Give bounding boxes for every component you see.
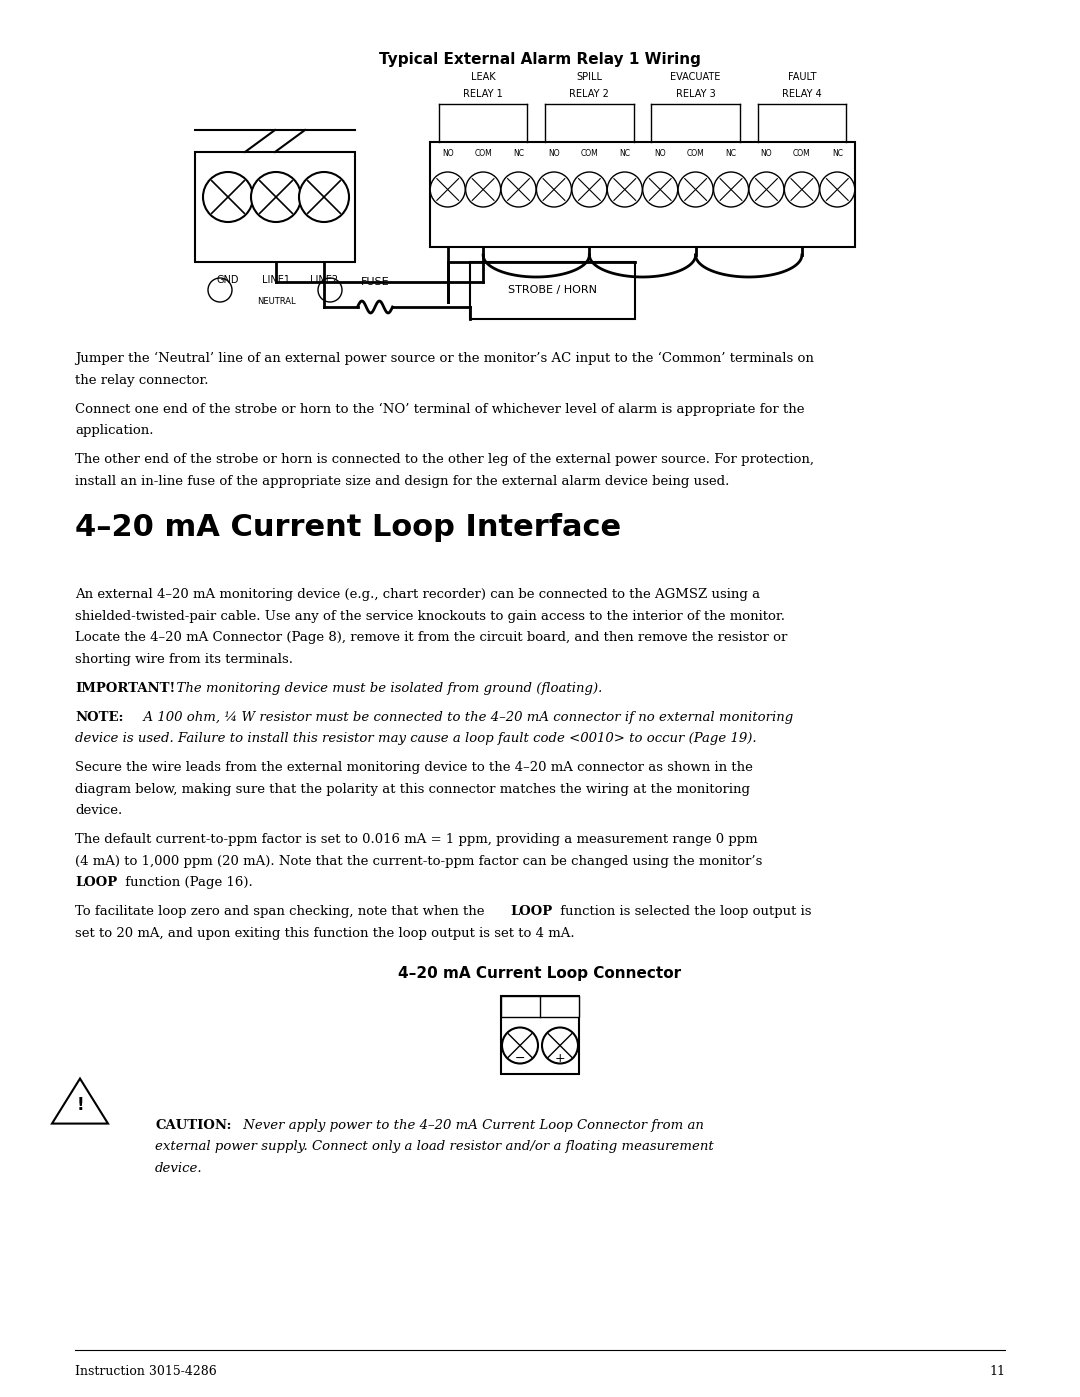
Text: LEAK: LEAK [471,73,496,82]
Circle shape [537,172,571,207]
Circle shape [318,278,342,302]
Bar [430,142,855,247]
Circle shape [820,172,854,207]
Text: To facilitate loop zero and span checking, note that when the: To facilitate loop zero and span checkin… [75,905,489,918]
Text: 11: 11 [989,1365,1005,1377]
Circle shape [501,172,536,207]
Circle shape [784,172,820,207]
Text: An external 4–20 mA monitoring device (e.g., chart recorder) can be connected to: An external 4–20 mA monitoring device (e… [75,588,760,601]
Text: diagram below, making sure that the polarity at this connector matches the wirin: diagram below, making sure that the pola… [75,782,750,796]
Text: NEUTRAL: NEUTRAL [257,298,295,306]
Text: NC: NC [726,149,737,158]
Text: RELAY 1: RELAY 1 [463,89,503,99]
Text: Connect one end of the strobe or horn to the ‘NO’ terminal of whichever level of: Connect one end of the strobe or horn to… [75,402,805,416]
Text: Never apply power to the 4–20 mA Current Loop Connector from an: Never apply power to the 4–20 mA Current… [239,1119,704,1132]
Text: +: + [555,1052,565,1065]
Text: NC: NC [513,149,524,158]
Text: external power supply. Connect only a load resistor and/or a floating measuremen: external power supply. Connect only a lo… [156,1140,714,1153]
Text: application.: application. [75,425,153,437]
Text: The default current-to-ppm factor is set to 0.016 mA = 1 ppm, providing a measur: The default current-to-ppm factor is set… [75,834,758,847]
Circle shape [465,172,501,207]
Text: IMPORTANT!: IMPORTANT! [75,682,175,694]
Circle shape [208,278,232,302]
Text: Locate the 4–20 mA Connector (Page 8), remove it from the circuit board, and the: Locate the 4–20 mA Connector (Page 8), r… [75,631,787,644]
Text: EVACUATE: EVACUATE [671,73,720,82]
Text: RELAY 2: RELAY 2 [569,89,609,99]
Text: 4–20 mA Current Loop Connector: 4–20 mA Current Loop Connector [399,965,681,981]
Text: The other end of the strobe or horn is connected to the other leg of the externa: The other end of the strobe or horn is c… [75,453,814,467]
Text: NO: NO [760,149,772,158]
Text: set to 20 mA, and upon exiting this function the loop output is set to 4 mA.: set to 20 mA, and upon exiting this func… [75,926,575,940]
Circle shape [203,172,253,222]
Text: shielded-twisted-pair cable. Use any of the service knockouts to gain access to : shielded-twisted-pair cable. Use any of … [75,609,785,623]
Text: function is selected the loop output is: function is selected the loop output is [556,905,811,918]
Text: Instruction 3015-4286: Instruction 3015-4286 [75,1365,217,1377]
Circle shape [299,172,349,222]
Text: device.: device. [156,1161,203,1175]
Text: GND: GND [217,275,240,285]
Text: −: − [515,1052,525,1065]
Text: Jumper the ‘Neutral’ line of an external power source or the monitor’s AC input : Jumper the ‘Neutral’ line of an external… [75,352,814,365]
Text: NO: NO [654,149,666,158]
Circle shape [607,172,643,207]
Text: SPILL: SPILL [577,73,603,82]
Text: function (Page 16).: function (Page 16). [121,876,253,890]
Text: FAULT: FAULT [787,73,816,82]
Circle shape [748,172,784,207]
Text: NC: NC [832,149,842,158]
Text: CAUTION:: CAUTION: [156,1119,231,1132]
Text: NOTE:: NOTE: [75,711,123,724]
Bar [470,263,635,319]
Text: shorting wire from its terminals.: shorting wire from its terminals. [75,652,293,666]
Circle shape [502,1028,538,1063]
Polygon shape [52,1078,108,1123]
Circle shape [714,172,748,207]
Text: NC: NC [619,149,631,158]
Text: The monitoring device must be isolated from ground (floating).: The monitoring device must be isolated f… [168,682,603,694]
Text: NO: NO [549,149,559,158]
Text: LOOP: LOOP [510,905,552,918]
Bar [501,996,579,1073]
Text: Secure the wire leads from the external monitoring device to the 4–20 mA connect: Secure the wire leads from the external … [75,761,753,774]
Text: Typical External Alarm Relay 1 Wiring: Typical External Alarm Relay 1 Wiring [379,52,701,67]
Text: COM: COM [793,149,811,158]
Text: !: ! [77,1095,84,1113]
Bar [195,152,355,263]
Circle shape [542,1028,578,1063]
Text: device.: device. [75,805,122,817]
Text: install an in-line fuse of the appropriate size and design for the external alar: install an in-line fuse of the appropria… [75,475,729,488]
Text: COM: COM [581,149,598,158]
Text: (4 mA) to 1,000 ppm (20 mA). Note that the current-to-ppm factor can be changed : (4 mA) to 1,000 ppm (20 mA). Note that t… [75,855,762,868]
Text: COM: COM [687,149,704,158]
Text: FUSE: FUSE [361,277,389,286]
Text: LINE2: LINE2 [310,275,338,285]
Text: RELAY 4: RELAY 4 [782,89,822,99]
Text: device is used. Failure to install this resistor may cause a loop fault code <00: device is used. Failure to install this … [75,732,757,746]
Text: LOOP: LOOP [75,876,118,890]
Text: COM: COM [474,149,492,158]
Text: LINE1: LINE1 [262,275,291,285]
Circle shape [678,172,713,207]
Text: A 100 ohm, ¼ W resistor must be connected to the 4–20 mA connector if no externa: A 100 ohm, ¼ W resistor must be connecte… [135,711,793,724]
Circle shape [251,172,301,222]
Circle shape [430,172,465,207]
Text: NO: NO [442,149,454,158]
Text: RELAY 3: RELAY 3 [676,89,716,99]
Text: the relay connector.: the relay connector. [75,373,208,387]
Text: STROBE / HORN: STROBE / HORN [508,285,597,296]
Circle shape [643,172,678,207]
Circle shape [572,172,607,207]
Bar [501,996,579,1017]
Text: 4–20 mA Current Loop Interface: 4–20 mA Current Loop Interface [75,513,621,542]
